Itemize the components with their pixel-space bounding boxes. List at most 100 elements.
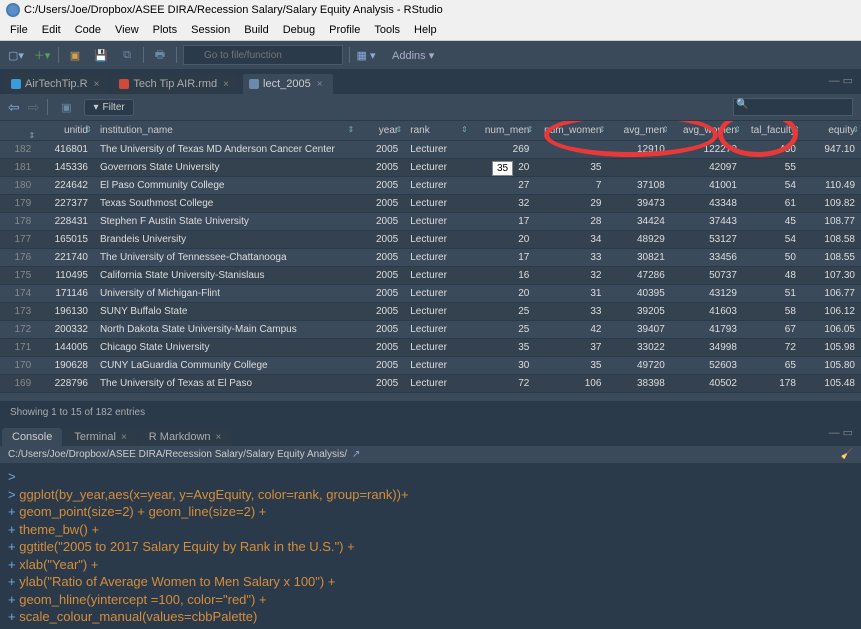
addins-dropdown[interactable]: Addins ▾	[392, 49, 434, 62]
menu-file[interactable]: File	[4, 22, 34, 38]
col-avg_men[interactable]: avg_men⇕	[607, 121, 670, 141]
cell-total_faculty: 58	[743, 303, 802, 321]
minimize-console-icon[interactable]: —	[829, 427, 840, 439]
col-num_men[interactable]: num_men⇕	[470, 121, 536, 141]
col-rownum[interactable]: ⇕	[0, 121, 37, 141]
cell-equity: 106.12	[802, 303, 861, 321]
cell-institution_name: Brandeis University	[94, 231, 356, 249]
cell-avg_women: 34998	[671, 339, 743, 357]
cell-total_faculty: 67	[743, 321, 802, 339]
tab-label: Tech Tip AIR.rmd	[133, 78, 217, 90]
cell-avg_women: 40502	[671, 375, 743, 393]
save-all-icon[interactable]: ⧉	[117, 46, 137, 64]
cell-total_faculty: 430	[743, 141, 802, 159]
grid-icon[interactable]: ▦ ▾	[356, 46, 376, 64]
goto-input[interactable]	[183, 45, 343, 65]
col-year[interactable]: year⇕	[356, 121, 404, 141]
col-rank[interactable]: rank⇕	[404, 121, 470, 141]
cell-rank: Lecturer	[404, 141, 470, 159]
cell-equity: 108.77	[802, 213, 861, 231]
close-icon[interactable]: ×	[223, 79, 229, 90]
cell-equity: 105.98	[802, 339, 861, 357]
menu-build[interactable]: Build	[238, 22, 274, 38]
console-tab-console[interactable]: Console	[2, 428, 62, 446]
console-body[interactable]: > > ggplot(by_year,aes(x=year, y=AvgEqui…	[0, 464, 861, 629]
cell-rank: Lecturer	[404, 357, 470, 375]
table-row[interactable]: 179227377Texas Southmost College2005Lect…	[0, 195, 861, 213]
cell-avg_men: 39473	[607, 195, 670, 213]
table-row[interactable]: 173196130SUNY Buffalo State2005Lecturer2…	[0, 303, 861, 321]
cell-avg_men: 38398	[607, 375, 670, 393]
cell-institution_name: CUNY LaGuardia Community College	[94, 357, 356, 375]
file-tab[interactable]: lect_2005 ×	[242, 73, 334, 94]
console-tab-r-markdown[interactable]: R Markdown ×	[139, 428, 232, 446]
filter-button[interactable]: ▾Filter	[84, 99, 133, 116]
table-row[interactable]: 170190628CUNY LaGuardia Community Colleg…	[0, 357, 861, 375]
cell-rank: Lecturer	[404, 339, 470, 357]
table-row[interactable]: 174171146University of Michigan-Flint200…	[0, 285, 861, 303]
col-total_faculty[interactable]: tal_faculty⇕	[743, 121, 802, 141]
col-equity[interactable]: equity⇕	[802, 121, 861, 141]
forward-icon[interactable]: ⇨	[28, 99, 40, 116]
cell-institution_name: North Dakota State University-Main Campu…	[94, 321, 356, 339]
cell-avg_men: 39407	[607, 321, 670, 339]
table-row[interactable]: 182416801The University of Texas MD Ande…	[0, 141, 861, 159]
menu-view[interactable]: View	[109, 22, 145, 38]
show-in-window-icon[interactable]: ▣	[56, 98, 76, 116]
menu-profile[interactable]: Profile	[323, 22, 366, 38]
col-avg_women[interactable]: avg_women⇕	[671, 121, 743, 141]
close-icon[interactable]: ×	[94, 79, 100, 90]
table-row[interactable]: 172200332North Dakota State University-M…	[0, 321, 861, 339]
file-type-icon	[11, 79, 21, 89]
table-row[interactable]: 176221740The University of Tennessee-Cha…	[0, 249, 861, 267]
cell-equity: 109.82	[802, 195, 861, 213]
file-type-icon	[119, 79, 129, 89]
clear-console-icon[interactable]: 🧹	[841, 449, 853, 460]
cell-rownum: 179	[0, 195, 37, 213]
cell-avg_men: 30821	[607, 249, 670, 267]
menu-tools[interactable]: Tools	[368, 22, 406, 38]
print-icon[interactable]: 🖶	[150, 46, 170, 64]
table-search-input[interactable]	[733, 98, 853, 116]
save-icon[interactable]: 💾	[91, 46, 111, 64]
col-institution_name[interactable]: institution_name⇕	[94, 121, 356, 141]
minimize-pane-icon[interactable]: —	[829, 75, 840, 87]
cell-rownum: 181	[0, 159, 37, 177]
cell-unitid: 221740	[37, 249, 94, 267]
col-unitid[interactable]: unitid⇕	[37, 121, 94, 141]
table-row[interactable]: 171144005Chicago State University2005Lec…	[0, 339, 861, 357]
cell-rownum: 182	[0, 141, 37, 159]
maximize-pane-icon[interactable]: ▭	[843, 74, 853, 87]
console-tab-terminal[interactable]: Terminal ×	[64, 428, 136, 446]
cell-num_men: 17	[470, 213, 536, 231]
menu-code[interactable]: Code	[69, 22, 107, 38]
table-row[interactable]: 177165015Brandeis University2005Lecturer…	[0, 231, 861, 249]
table-row[interactable]: 180224642El Paso Community College2005Le…	[0, 177, 861, 195]
new-file-icon[interactable]: ▢▾	[6, 46, 26, 64]
menu-debug[interactable]: Debug	[277, 22, 321, 38]
back-icon[interactable]: ⇦	[8, 99, 20, 116]
tab-label: lect_2005	[263, 78, 311, 90]
cell-year: 2005	[356, 321, 404, 339]
maximize-console-icon[interactable]: ▭	[843, 426, 853, 439]
close-icon[interactable]: ×	[216, 432, 222, 443]
table-row[interactable]: 175110495California State University-Sta…	[0, 267, 861, 285]
menu-plots[interactable]: Plots	[147, 22, 183, 38]
table-row[interactable]: 181145336Governors State University2005L…	[0, 159, 861, 177]
file-tab[interactable]: AirTechTip.R×	[4, 73, 110, 94]
close-icon[interactable]: ×	[317, 79, 323, 90]
menu-edit[interactable]: Edit	[36, 22, 67, 38]
file-tab[interactable]: Tech Tip AIR.rmd ×	[112, 73, 240, 94]
col-num_women[interactable]: num_women⇕	[535, 121, 607, 141]
close-icon[interactable]: ×	[121, 432, 127, 443]
open-file-icon[interactable]: ▣	[65, 46, 85, 64]
table-row[interactable]: 169228796The University of Texas at El P…	[0, 375, 861, 393]
new-project-icon[interactable]: ＋▾	[32, 46, 52, 64]
cell-rank: Lecturer	[404, 267, 470, 285]
cell-num_women: 28	[535, 213, 607, 231]
pop-out-icon[interactable]: ↗	[352, 449, 360, 460]
cell-num_men: 17	[470, 249, 536, 267]
menu-session[interactable]: Session	[185, 22, 236, 38]
menu-help[interactable]: Help	[408, 22, 443, 38]
table-row[interactable]: 178228431Stephen F Austin State Universi…	[0, 213, 861, 231]
